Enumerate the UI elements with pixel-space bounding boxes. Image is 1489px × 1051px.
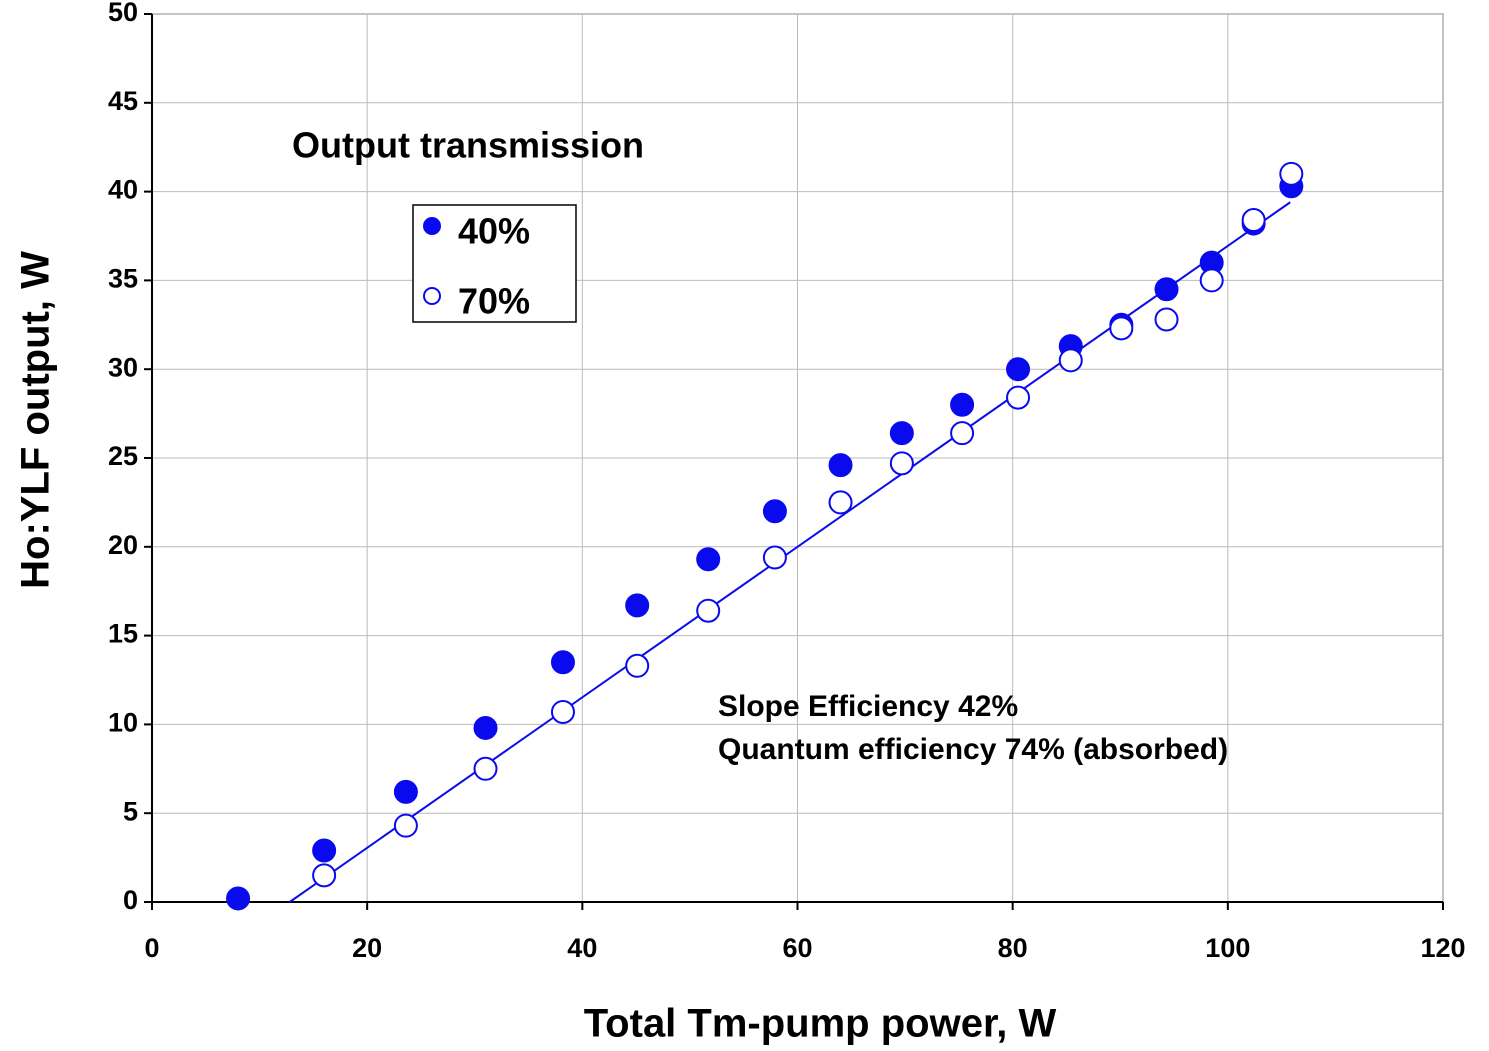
legend-marker — [423, 217, 441, 235]
x-tick-label: 0 — [144, 933, 159, 963]
x-tick-label: 60 — [782, 933, 812, 963]
y-tick-label: 15 — [108, 619, 138, 649]
point — [625, 653, 650, 678]
point — [950, 421, 975, 446]
point — [889, 451, 914, 476]
point — [393, 813, 418, 838]
point — [762, 499, 787, 524]
point — [1241, 208, 1266, 233]
point — [889, 421, 914, 446]
point — [393, 779, 418, 804]
point — [1058, 348, 1083, 373]
point — [1109, 316, 1134, 341]
point — [950, 392, 975, 417]
y-tick-label: 5 — [123, 796, 138, 826]
y-tick-label: 25 — [108, 441, 138, 471]
y-tick-label: 20 — [108, 530, 138, 560]
point — [550, 650, 575, 675]
legend-title: Output transmission — [292, 125, 644, 166]
point — [1006, 357, 1031, 382]
point — [226, 886, 251, 911]
point — [696, 547, 721, 572]
point — [312, 838, 337, 863]
x-tick-label: 100 — [1205, 933, 1250, 963]
point — [1154, 307, 1179, 332]
point — [828, 490, 853, 515]
x-tick-label: 40 — [567, 933, 597, 963]
point — [1279, 161, 1304, 186]
point — [473, 756, 498, 781]
x-tick-label: 20 — [352, 933, 382, 963]
point — [696, 598, 721, 623]
point — [473, 715, 498, 740]
y-tick-label: 50 — [108, 0, 138, 27]
x-axis-title: Total Tm-pump power, W — [584, 1002, 1057, 1046]
point — [625, 593, 650, 618]
point — [762, 545, 787, 570]
y-tick-label: 45 — [108, 86, 138, 116]
y-tick-label: 40 — [108, 175, 138, 205]
legend-marker — [423, 287, 441, 305]
x-tick-label: 80 — [998, 933, 1028, 963]
y-tick-label: 0 — [123, 885, 138, 915]
point — [1199, 268, 1224, 293]
annotation: Quantum efficiency 74% (absorbed) — [718, 733, 1228, 766]
y-tick-label: 10 — [108, 708, 138, 738]
point — [550, 699, 575, 724]
point — [312, 863, 337, 888]
x-tick-label: 120 — [1420, 933, 1465, 963]
point — [1006, 385, 1031, 410]
annotation: Slope Efficiency 42% — [718, 690, 1018, 723]
legend-label: 40% — [458, 211, 530, 252]
legend-label: 70% — [458, 281, 530, 322]
y-tick-label: 30 — [108, 352, 138, 382]
point — [1154, 277, 1179, 302]
y-axis-title: Ho:YLF output, W — [14, 251, 58, 589]
point — [828, 453, 853, 478]
y-tick-label: 35 — [108, 264, 138, 294]
